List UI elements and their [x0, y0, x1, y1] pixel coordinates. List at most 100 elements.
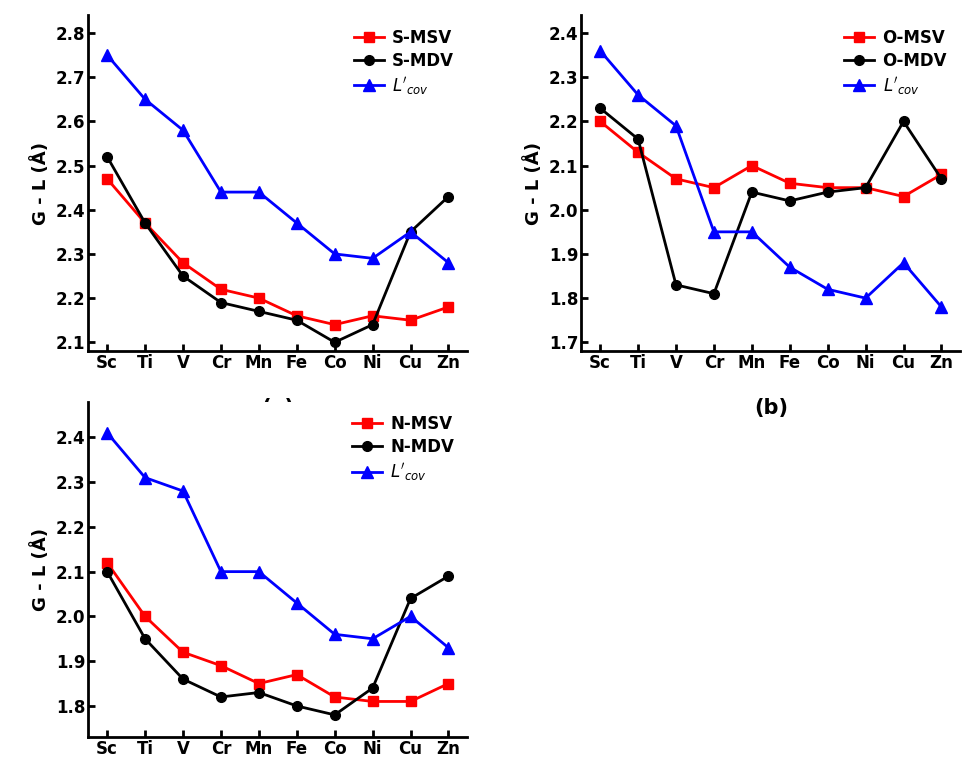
$L'_{cov}$ [139, 473, 151, 482]
S-MDV [443, 192, 455, 201]
$L'_{cov}$ [670, 121, 682, 131]
$L'_{cov}$ [215, 567, 226, 576]
$L'_{cov}$ [139, 94, 151, 104]
O-MSV [822, 183, 834, 192]
N-MSV [291, 670, 303, 679]
$L'_{cov}$ [329, 250, 341, 259]
$L'_{cov}$ [291, 218, 303, 227]
S-MSV [253, 293, 265, 303]
O-MDV [708, 289, 719, 298]
N-MDV [329, 710, 341, 720]
O-MDV [670, 280, 682, 290]
Line: S-MSV: S-MSV [102, 174, 454, 329]
$L'_{cov}$ [253, 567, 265, 576]
N-MDV [139, 634, 151, 644]
Text: (b): (b) [754, 398, 788, 418]
$L'_{cov}$ [898, 258, 909, 267]
$L'_{cov}$ [367, 253, 378, 263]
Legend: S-MSV, S-MDV, $L'_{cov}$: S-MSV, S-MDV, $L'_{cov}$ [349, 24, 459, 101]
$L'_{cov}$ [822, 285, 834, 294]
O-MDV [632, 134, 644, 144]
Text: (a): (a) [262, 398, 294, 418]
N-MDV [253, 688, 265, 697]
S-MSV [177, 258, 189, 267]
$L'_{cov}$ [708, 227, 719, 237]
O-MSV [936, 170, 948, 179]
S-MSV [443, 303, 455, 312]
Y-axis label: G - L (Å): G - L (Å) [524, 142, 543, 225]
N-MSV [329, 693, 341, 702]
$L'_{cov}$ [632, 91, 644, 100]
Legend: N-MSV, N-MDV, $L'_{cov}$: N-MSV, N-MDV, $L'_{cov}$ [347, 410, 459, 488]
O-MDV [859, 183, 871, 192]
S-MDV [139, 218, 151, 227]
N-MDV [443, 571, 455, 581]
O-MDV [936, 174, 948, 184]
N-MSV [405, 697, 416, 706]
$L'_{cov}$ [329, 630, 341, 639]
S-MSV [215, 285, 226, 294]
O-MDV [784, 197, 796, 206]
Line: O-MDV: O-MDV [595, 103, 947, 299]
S-MDV [329, 338, 341, 347]
S-MSV [101, 174, 113, 184]
Y-axis label: G - L (Å): G - L (Å) [31, 528, 50, 611]
$L'_{cov}$ [291, 598, 303, 607]
Line: S-MDV: S-MDV [102, 152, 454, 347]
S-MSV [291, 311, 303, 320]
O-MDV [898, 117, 909, 126]
Y-axis label: G - L (Å): G - L (Å) [31, 142, 50, 225]
O-MSV [670, 174, 682, 184]
Line: $L'_{cov}$: $L'_{cov}$ [102, 50, 454, 268]
S-MDV [253, 306, 265, 316]
N-MSV [177, 647, 189, 657]
Line: N-MSV: N-MSV [102, 558, 454, 707]
$L'_{cov}$ [101, 51, 113, 60]
Legend: O-MSV, O-MDV, $L'_{cov}$: O-MSV, O-MDV, $L'_{cov}$ [839, 24, 952, 101]
$L'_{cov}$ [177, 486, 189, 495]
$L'_{cov}$ [405, 612, 416, 621]
O-MDV [822, 187, 834, 197]
N-MDV [291, 701, 303, 710]
O-MDV [594, 104, 606, 113]
N-MSV [215, 661, 226, 670]
$L'_{cov}$ [367, 634, 378, 644]
S-MSV [405, 316, 416, 325]
Line: N-MDV: N-MDV [102, 567, 454, 720]
$L'_{cov}$ [405, 227, 416, 237]
S-MSV [329, 320, 341, 329]
O-MSV [898, 192, 909, 201]
$L'_{cov}$ [859, 293, 871, 303]
N-MSV [367, 697, 378, 706]
O-MSV [594, 117, 606, 126]
Line: O-MSV: O-MSV [595, 117, 947, 201]
$L'_{cov}$ [936, 303, 948, 312]
N-MSV [443, 679, 455, 688]
O-MSV [708, 183, 719, 192]
N-MDV [101, 567, 113, 576]
S-MDV [367, 320, 378, 329]
N-MSV [253, 679, 265, 688]
N-MSV [101, 558, 113, 568]
O-MSV [746, 161, 758, 170]
O-MDV [746, 187, 758, 197]
$L'_{cov}$ [443, 643, 455, 652]
Line: $L'_{cov}$: $L'_{cov}$ [102, 427, 454, 654]
$L'_{cov}$ [746, 227, 758, 237]
S-MDV [405, 227, 416, 237]
N-MDV [177, 674, 189, 684]
S-MSV [367, 311, 378, 320]
N-MDV [215, 693, 226, 702]
N-MDV [367, 684, 378, 693]
$L'_{cov}$ [443, 258, 455, 267]
S-MDV [291, 316, 303, 325]
$L'_{cov}$ [594, 46, 606, 55]
O-MSV [632, 147, 644, 157]
S-MSV [139, 218, 151, 227]
S-MDV [215, 298, 226, 307]
S-MDV [101, 152, 113, 161]
O-MSV [784, 179, 796, 188]
Line: $L'_{cov}$: $L'_{cov}$ [595, 45, 947, 313]
N-MDV [405, 594, 416, 603]
S-MDV [177, 271, 189, 280]
